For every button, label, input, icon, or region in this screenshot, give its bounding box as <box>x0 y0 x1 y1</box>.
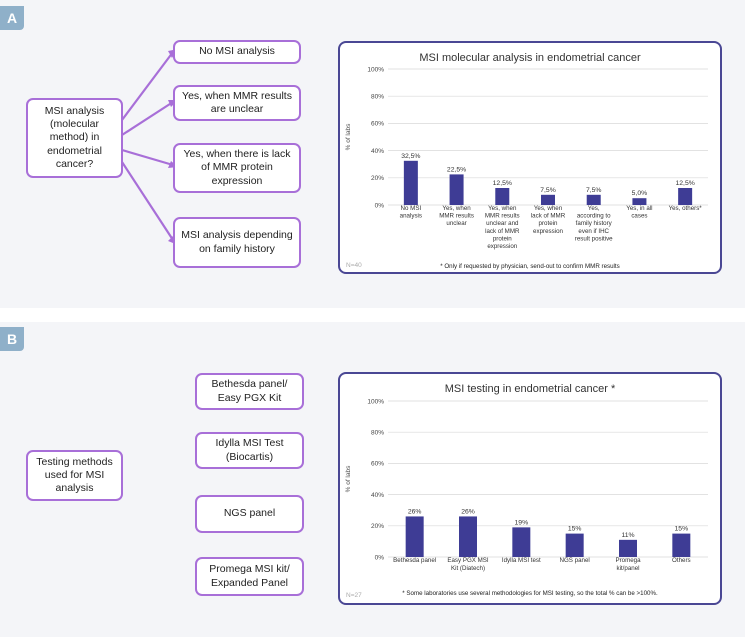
option-box-a-1: No MSI analysis <box>173 40 301 64</box>
y-tick-label: 60% <box>371 461 384 468</box>
chart-a-title: MSI molecular analysis in endometrial ca… <box>419 52 641 64</box>
data-label: 22,5% <box>447 166 466 173</box>
category-label: No MSI analysis <box>400 205 422 220</box>
category-label: Yes, others* <box>669 205 703 212</box>
category-label: Bethesda panel <box>393 557 436 564</box>
bar <box>586 194 601 205</box>
y-tick-label: 20% <box>371 523 384 530</box>
chart-a: 0% 20% 40% 60% 80% 100% % of labs 32,5% No MSI an… <box>345 66 708 250</box>
panel-b-label: B <box>0 327 24 351</box>
category-label: Yes, when lack of MMR protein expression <box>531 205 566 235</box>
y-axis-label: % of labs <box>345 123 352 150</box>
data-label: 15% <box>568 526 582 533</box>
option-box-b-4: Promega MSI kit/ Expanded Panel <box>195 557 304 596</box>
bar <box>632 198 647 205</box>
chart-b-frame: MSI testing in endometrial cancer * 0% 20… <box>338 372 722 605</box>
category-label: Yes, according to family history even if IH… <box>575 205 613 242</box>
data-label: 19% <box>515 519 529 526</box>
bar <box>672 533 691 557</box>
chart-a-footnote: * Only if requested by physician, send-o… <box>440 263 620 270</box>
bar <box>405 516 424 557</box>
option-box-a-2: Yes, when MMR results are unclear <box>173 85 301 121</box>
bar <box>541 194 555 205</box>
category-label: Yes, in all cases <box>626 205 652 220</box>
question-box-a: MSI analysis (molecular method) in endom… <box>26 98 123 178</box>
data-label: 26% <box>408 508 422 515</box>
data-label: 5,0% <box>632 190 648 197</box>
data-label: 15% <box>675 526 689 533</box>
y-tick-label: 40% <box>371 148 384 155</box>
category-label: Yes, when MMR results unclear <box>439 205 474 227</box>
chart-b: 0% 20% 40% 60% 80% 100% % of labs 26% Bethesda p… <box>345 398 708 572</box>
chart-a-frame: MSI molecular analysis in endometrial ca… <box>338 41 722 274</box>
y-tick-label: 80% <box>371 94 384 101</box>
option-box-a-4: MSI analysis depending on family history <box>173 217 301 268</box>
data-label: 7,5% <box>586 187 602 194</box>
chart-b-n-label: N=27 <box>346 592 362 599</box>
option-box-b-1: Bethesda panel/ Easy PGX Kit <box>195 373 304 410</box>
bar <box>449 174 464 205</box>
category-label: Idylla MSI test <box>502 557 541 564</box>
chart-b-footnote: * Some laboratories use several methodol… <box>402 590 658 597</box>
category-label: Promega kit/panel <box>615 557 641 572</box>
option-box-a-3: Yes, when there is lack of MMR protein e… <box>173 143 301 193</box>
data-label: 12,5% <box>676 180 695 187</box>
panel-a-label: A <box>0 6 24 30</box>
chart-b-title: MSI testing in endometrial cancer * <box>444 383 616 395</box>
bar <box>512 527 531 557</box>
y-tick-label: 80% <box>371 430 384 437</box>
bar <box>495 188 510 205</box>
question-box-b: Testing methods used for MSI analysis <box>26 450 123 501</box>
bar <box>565 533 584 557</box>
chart-a-n-label: N=40 <box>346 262 362 269</box>
bar <box>619 539 637 557</box>
data-label: 26% <box>461 508 475 515</box>
y-tick-label: 0% <box>375 202 385 209</box>
category-label: Others <box>672 557 691 564</box>
option-box-b-3: NGS panel <box>195 495 304 533</box>
category-label: NGS panel <box>560 557 590 564</box>
category-label: Yes, when MMR results unclear and lack of M… <box>485 205 520 250</box>
y-tick-label: 0% <box>375 554 385 561</box>
bar <box>678 188 693 205</box>
data-label: 12,5% <box>493 180 512 187</box>
y-axis-label: % of labs <box>345 465 352 492</box>
y-tick-label: 40% <box>371 492 384 499</box>
y-tick-label: 60% <box>371 121 384 128</box>
y-tick-label: 100% <box>367 398 384 405</box>
category-label: Easy PGX MSI Kit (Diatech) <box>447 557 489 572</box>
option-box-b-2: Idylla MSI Test (Biocartis) <box>195 432 304 469</box>
y-tick-label: 100% <box>367 66 384 73</box>
bar <box>459 516 477 557</box>
y-tick-label: 20% <box>371 175 384 182</box>
data-label: 32,5% <box>401 153 420 160</box>
data-label: 7,5% <box>540 187 556 194</box>
data-label: 11% <box>621 532 634 539</box>
bar <box>403 160 418 205</box>
